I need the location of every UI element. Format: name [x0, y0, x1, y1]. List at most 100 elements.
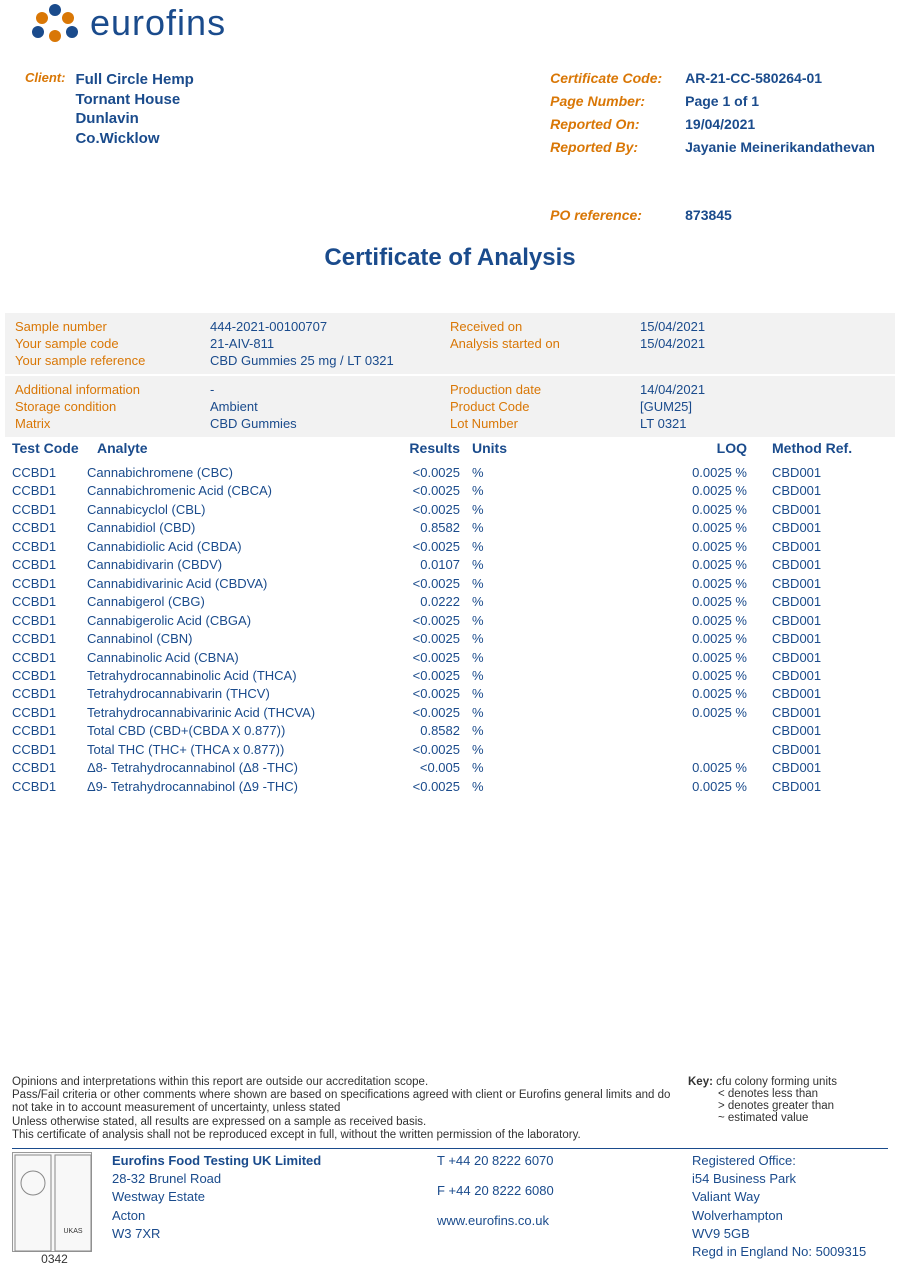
cell-method: CBD001	[772, 649, 872, 667]
table-row: CCBD1Tetrahydrocannabivarinic Acid (THCV…	[12, 704, 888, 722]
sample-ref-value: CBD Gummies 25 mg / LT 0321	[210, 353, 450, 368]
disclaimer: Opinions and interpretations within this…	[12, 1076, 888, 1149]
cell-units: %	[472, 722, 552, 740]
received-on-value: 15/04/2021	[640, 319, 885, 334]
info-band-2: Additional information - Production date…	[5, 376, 895, 437]
table-row: CCBD1Tetrahydrocannabivarin (THCV)<0.002…	[12, 685, 888, 703]
results-body: CCBD1Cannabichromene (CBC)<0.0025%0.0025…	[12, 464, 888, 796]
cell-result: <0.0025	[397, 575, 472, 593]
client-line: Full Circle Hemp	[75, 70, 193, 90]
cell-analyte: Cannabidiolic Acid (CBDA)	[87, 538, 397, 556]
results-header: Test Code Analyte Results Units LOQ Meth…	[12, 440, 888, 464]
cell-test-code: CCBD1	[12, 778, 87, 796]
office-line: Valiant Way	[692, 1188, 866, 1206]
cell-analyte: Δ8- Tetrahydrocannabinol (Δ8 -THC)	[87, 759, 397, 777]
client-line: Co.Wicklow	[75, 129, 193, 149]
cell-loq: 0.0025 %	[552, 704, 772, 722]
received-on-label: Received on	[450, 319, 640, 334]
disclaimer-line: Pass/Fail criteria or other comments whe…	[12, 1089, 688, 1115]
cell-analyte: Cannabichromenic Acid (CBCA)	[87, 482, 397, 500]
cell-units: %	[472, 556, 552, 574]
cell-loq: 0.0025 %	[552, 612, 772, 630]
cell-result: <0.0025	[397, 778, 472, 796]
cell-method: CBD001	[772, 778, 872, 796]
company-line: 28-32 Brunel Road	[112, 1170, 422, 1188]
po-ref-value: 873845	[685, 207, 875, 223]
table-row: CCBD1Cannabichromenic Acid (CBCA)<0.0025…	[12, 482, 888, 500]
sample-number-label: Sample number	[15, 319, 210, 334]
cert-code-value: AR-21-CC-580264-01	[685, 70, 875, 86]
table-row: CCBD1Δ8- Tetrahydrocannabinol (Δ8 -THC)<…	[12, 759, 888, 777]
sample-ref-label: Your sample reference	[15, 353, 210, 368]
cell-result: 0.0222	[397, 593, 472, 611]
cell-result: <0.0025	[397, 704, 472, 722]
key-line: < denotes less than	[688, 1088, 888, 1100]
col-analyte: Analyte	[97, 440, 407, 456]
cell-units: %	[472, 741, 552, 759]
cell-test-code: CCBD1	[12, 593, 87, 611]
cell-result: <0.0025	[397, 538, 472, 556]
cell-result: <0.0025	[397, 667, 472, 685]
cell-loq: 0.0025 %	[552, 556, 772, 574]
cell-test-code: CCBD1	[12, 649, 87, 667]
company-name: Eurofins Food Testing UK Limited	[112, 1152, 422, 1170]
table-row: CCBD1Cannabinol (CBN)<0.0025%0.0025 %CBD…	[12, 630, 888, 648]
key-block: Key: cfu colony forming units < denotes …	[688, 1076, 888, 1142]
cell-analyte: Cannabigerol (CBG)	[87, 593, 397, 611]
cell-analyte: Cannabinolic Acid (CBNA)	[87, 649, 397, 667]
cell-result: <0.0025	[397, 649, 472, 667]
office-line: Regd in England No: 5009315	[692, 1243, 866, 1261]
col-loq: LOQ	[552, 440, 772, 456]
cell-units: %	[472, 464, 552, 482]
disclaimer-text: Opinions and interpretations within this…	[12, 1076, 688, 1142]
cell-units: %	[472, 538, 552, 556]
cell-result: <0.0025	[397, 630, 472, 648]
sample-code-label: Your sample code	[15, 336, 210, 351]
cell-method: CBD001	[772, 667, 872, 685]
disclaimer-line: Opinions and interpretations within this…	[12, 1076, 688, 1089]
logo-icon	[30, 0, 80, 46]
cell-method: CBD001	[772, 575, 872, 593]
contact-web: www.eurofins.co.uk	[437, 1212, 677, 1230]
table-row: CCBD1Cannabichromene (CBC)<0.0025%0.0025…	[12, 464, 888, 482]
cell-result: 0.0107	[397, 556, 472, 574]
cell-loq: 0.0025 %	[552, 519, 772, 537]
cell-loq: 0.0025 %	[552, 464, 772, 482]
cell-units: %	[472, 519, 552, 537]
company-line: Westway Estate	[112, 1188, 422, 1206]
cell-method: CBD001	[772, 556, 872, 574]
logo: eurofins	[30, 0, 226, 46]
page-num-label: Page Number:	[550, 93, 685, 109]
cell-analyte: Tetrahydrocannabivarinic Acid (THCVA)	[87, 704, 397, 722]
certificate-title: Certificate of Analysis	[0, 244, 900, 272]
cell-test-code: CCBD1	[12, 501, 87, 519]
cell-loq	[552, 741, 772, 759]
reported-by-value: Jayanie Meinerikandathevan	[685, 139, 875, 155]
cell-analyte: Cannabidivarinic Acid (CBDVA)	[87, 575, 397, 593]
cell-test-code: CCBD1	[12, 556, 87, 574]
cell-result: <0.0025	[397, 482, 472, 500]
cell-test-code: CCBD1	[12, 667, 87, 685]
cell-units: %	[472, 612, 552, 630]
col-method: Method Ref.	[772, 440, 872, 456]
cell-analyte: Total THC (THC+ (THCA x 0.877))	[87, 741, 397, 759]
additional-info-label: Additional information	[15, 382, 210, 397]
cell-units: %	[472, 667, 552, 685]
cell-method: CBD001	[772, 501, 872, 519]
cell-test-code: CCBD1	[12, 482, 87, 500]
cell-result: <0.0025	[397, 612, 472, 630]
key-first: cfu colony forming units	[716, 1076, 837, 1088]
cell-loq: 0.0025 %	[552, 630, 772, 648]
cell-analyte: Cannabichromene (CBC)	[87, 464, 397, 482]
cell-method: CBD001	[772, 704, 872, 722]
cell-analyte: Total CBD (CBD+(CBDA X 0.877))	[87, 722, 397, 740]
production-date-value: 14/04/2021	[640, 382, 885, 397]
cell-loq: 0.0025 %	[552, 778, 772, 796]
cell-analyte: Cannabidivarin (CBDV)	[87, 556, 397, 574]
client-line: Tornant House	[75, 90, 193, 110]
cell-loq: 0.0025 %	[552, 667, 772, 685]
cell-test-code: CCBD1	[12, 722, 87, 740]
cell-method: CBD001	[772, 538, 872, 556]
client-block: Client: Full Circle Hemp Tornant House D…	[25, 70, 194, 223]
office-line: Wolverhampton	[692, 1207, 866, 1225]
